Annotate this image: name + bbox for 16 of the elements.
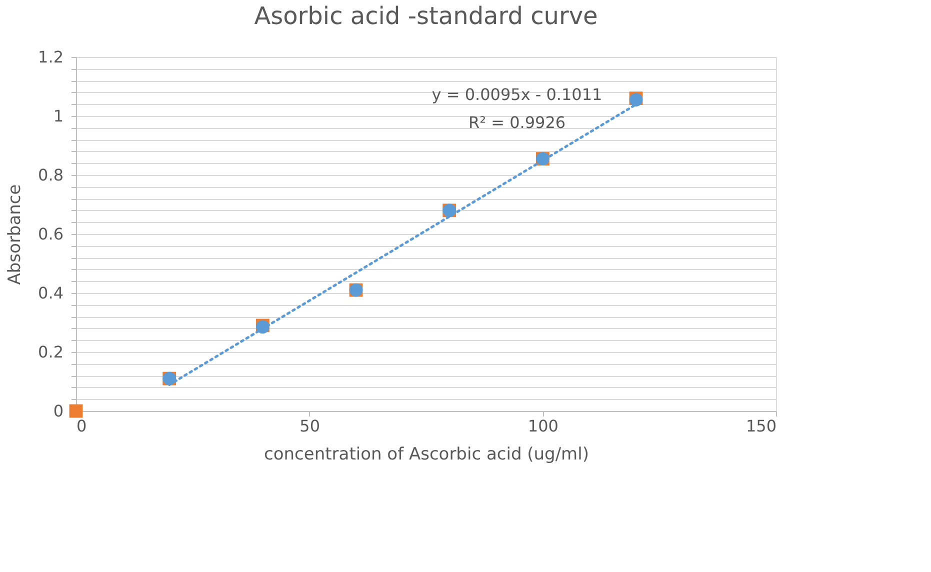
y-axis-title: Absorbance — [5, 184, 26, 285]
y-tick-label: 1 — [53, 106, 64, 126]
x-tick-label: 0 — [76, 416, 87, 436]
x-tick-label: 100 — [528, 416, 558, 436]
annotation: y = 0.0095x - 0.1011 — [432, 85, 602, 104]
x-axis-title: concentration of Ascorbic acid (ug/ml) — [264, 444, 589, 464]
y-tick-label: 0 — [53, 402, 64, 420]
y-tick-label: 0.4 — [38, 284, 64, 302]
x-tick-label: 150 — [746, 416, 776, 436]
y-tick-label: 0.2 — [38, 342, 64, 362]
y-tick-label: 0.6 — [38, 224, 64, 244]
annotation: R² = 0.9926 — [468, 113, 566, 132]
chart-title: Asorbic acid -standard curve — [254, 2, 598, 30]
y-tick-label: 0.8 — [38, 166, 64, 184]
x-tick-label: 50 — [300, 416, 320, 436]
y-tick-label: 1.2 — [38, 48, 64, 66]
